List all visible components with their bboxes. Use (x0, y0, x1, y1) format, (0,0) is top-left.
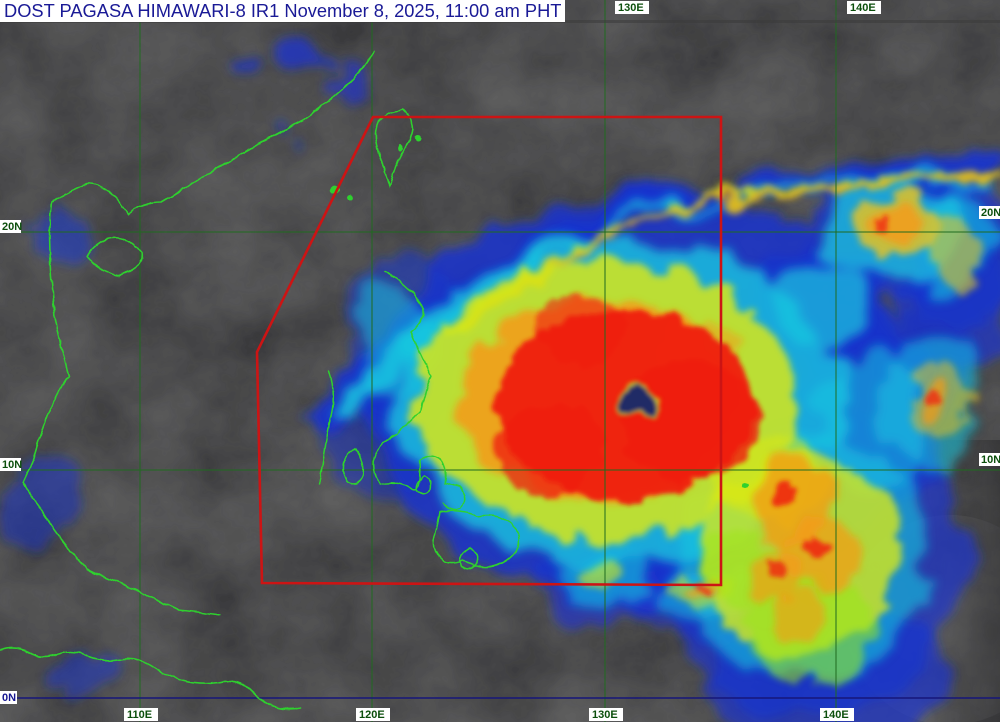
svg-text:DOST PAGASA HIMAWARI-8 IR1 Nov: DOST PAGASA HIMAWARI-8 IR1 November 8, 2… (4, 0, 561, 21)
